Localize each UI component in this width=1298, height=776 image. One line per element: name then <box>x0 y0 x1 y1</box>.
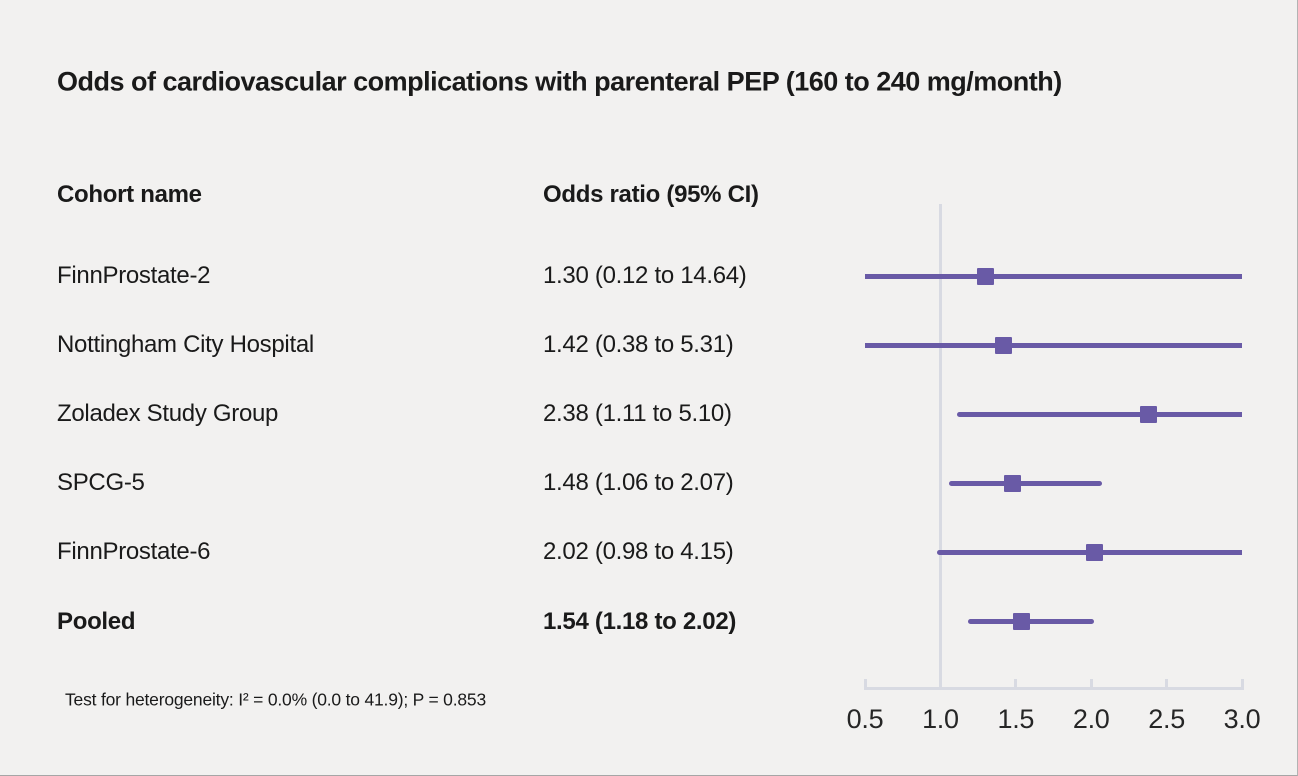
x-axis-tick-label: 2.5 <box>1148 704 1185 734</box>
x-axis-tick <box>863 679 867 690</box>
or-marker <box>995 336 1013 354</box>
or-marker <box>1004 474 1022 492</box>
cohort-label: SPCG-5 <box>57 469 145 497</box>
or-marker <box>1013 613 1031 630</box>
x-axis-tick-label: 3.0 <box>1223 704 1261 734</box>
odds-ratio-value: 2.38 (1.11 to 5.10) <box>543 400 732 428</box>
x-axis-tick <box>1089 679 1093 690</box>
odds-ratio-value: 1.30 (0.12 to 14.64) <box>543 262 747 289</box>
x-axis-tick-label: 2.0 <box>1072 704 1110 734</box>
cohort-label: Pooled <box>57 607 136 635</box>
x-axis-tick <box>1165 679 1169 690</box>
reference-line <box>938 204 942 690</box>
cohort-label: FinnProstate-2 <box>57 262 211 289</box>
column-header-odds-ratio: Odds ratio (95% CI) <box>543 181 759 208</box>
or-marker <box>1085 543 1103 561</box>
x-axis-tick <box>1014 679 1018 690</box>
ci-line <box>865 342 1242 348</box>
odds-ratio-value: 1.48 (1.06 to 2.07) <box>543 469 734 497</box>
x-axis-tick <box>1240 679 1244 690</box>
or-marker <box>1140 405 1157 423</box>
ci-line <box>949 480 1102 486</box>
odds-ratio-value: 1.54 (1.18 to 2.02) <box>543 607 737 635</box>
ci-line <box>956 411 1242 417</box>
column-header-cohort: Cohort name <box>57 181 202 208</box>
x-axis-tick-label: 0.5 <box>846 704 884 734</box>
x-axis-tick <box>938 679 942 690</box>
or-marker <box>977 267 995 285</box>
cohort-label: Zoladex Study Group <box>57 400 279 428</box>
odds-ratio-value: 1.42 (0.38 to 5.31) <box>543 331 734 359</box>
cohort-label: Nottingham City Hospital <box>57 331 314 359</box>
x-axis-tick-label: 1.0 <box>922 704 959 734</box>
ci-line <box>865 273 1242 279</box>
odds-ratio-value: 2.02 (0.98 to 4.15) <box>543 538 734 566</box>
cohort-label: FinnProstate-6 <box>57 538 211 566</box>
figure-title: Odds of cardiovascular complications wit… <box>57 66 1062 97</box>
x-axis-tick-label: 1.5 <box>997 704 1035 734</box>
x-axis-line <box>863 687 1244 690</box>
ci-line <box>967 619 1095 624</box>
heterogeneity-note: Test for heterogeneity: I² = 0.0% (0.0 t… <box>65 689 486 710</box>
